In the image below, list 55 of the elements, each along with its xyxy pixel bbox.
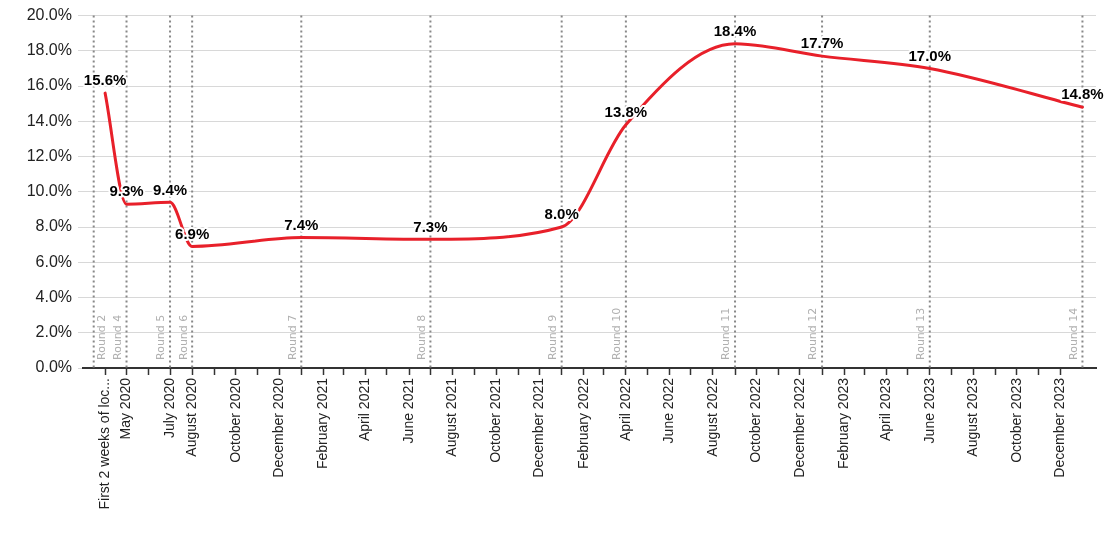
- x-tick-label: December 2022: [790, 377, 807, 478]
- ref-line-label: Round 11: [719, 307, 733, 360]
- x-tick-label: February 2021: [314, 377, 331, 470]
- x-tick-label: August 2021: [443, 377, 460, 457]
- y-tick-label: 10.0%: [26, 182, 72, 200]
- ref-line-label: Round 6: [176, 314, 190, 360]
- y-tick-label: 4.0%: [35, 287, 72, 305]
- y-tick-label: 2.0%: [35, 323, 72, 341]
- ref-line-label: Round 12: [806, 307, 820, 360]
- x-tick-label: October 2023: [1007, 377, 1024, 463]
- ref-line-label: Round 2: [95, 314, 109, 360]
- ref-line-label: Round 8: [414, 314, 428, 360]
- x-tick-label: April 2023: [877, 377, 894, 442]
- data-label: 17.0%: [908, 46, 952, 64]
- x-tick-label: July 2020: [160, 377, 177, 438]
- ref-line-label: Round 14: [1066, 307, 1080, 360]
- ref-line-label: Round 5: [154, 314, 168, 360]
- x-tick-label: August 2020: [183, 377, 200, 457]
- x-tick-label: February 2023: [835, 377, 852, 470]
- x-tick-label: December 2023: [1051, 377, 1068, 478]
- x-tick-label: June 2023: [920, 377, 937, 444]
- x-tick-label: June 2021: [399, 377, 416, 444]
- x-tick-label: May 2020: [117, 377, 134, 440]
- data-label: 17.7%: [800, 34, 844, 52]
- x-tick-label: April 2022: [616, 377, 633, 442]
- y-tick-label: 20.0%: [26, 6, 72, 24]
- x-tick-label: First 2 weeks of loc...: [95, 378, 112, 510]
- x-tick-label: February 2022: [574, 377, 591, 470]
- y-tick-label: 8.0%: [35, 217, 72, 235]
- y-tick-label: 18.0%: [26, 41, 72, 59]
- ref-line-label: Round 9: [546, 314, 560, 360]
- y-tick-label: 12.0%: [26, 146, 72, 164]
- x-tick-label: October 2022: [747, 377, 764, 463]
- data-label: 7.3%: [413, 217, 448, 235]
- y-tick-label: 16.0%: [26, 76, 72, 94]
- x-tick-label: August 2023: [964, 377, 981, 457]
- x-tick-label: December 2021: [530, 377, 547, 478]
- y-tick-label: 14.0%: [26, 111, 72, 129]
- data-label: 7.4%: [284, 215, 319, 233]
- x-tick-label: December 2020: [270, 377, 287, 478]
- x-tick-label: June 2022: [660, 377, 677, 444]
- x-tick-label: August 2022: [703, 377, 720, 457]
- y-tick-label: 6.0%: [35, 252, 72, 270]
- y-tick-label: 0.0%: [35, 358, 72, 376]
- data-label: 18.4%: [713, 21, 757, 39]
- x-tick-label: April 2021: [356, 377, 373, 442]
- data-label: 15.6%: [83, 71, 127, 89]
- data-label: 9.4%: [152, 180, 188, 198]
- ref-line-label: Round 13: [914, 307, 928, 360]
- ref-line-label: Round 4: [110, 314, 124, 360]
- data-label: 14.8%: [1061, 85, 1104, 103]
- x-tick-label: October 2021: [486, 377, 503, 463]
- x-tick-label: October 2020: [226, 377, 243, 463]
- ref-line-label: Round 7: [285, 314, 299, 360]
- ref-line-label: Round 10: [610, 307, 624, 360]
